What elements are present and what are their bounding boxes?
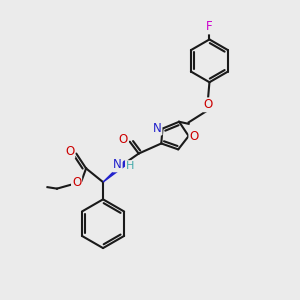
Text: N: N	[153, 122, 161, 134]
Text: N: N	[113, 158, 122, 171]
Text: O: O	[189, 130, 199, 142]
Text: H: H	[126, 161, 134, 171]
Polygon shape	[103, 161, 127, 182]
Text: O: O	[118, 133, 128, 146]
Text: O: O	[203, 98, 213, 111]
Text: F: F	[206, 20, 213, 33]
Text: O: O	[72, 176, 81, 189]
Text: O: O	[65, 145, 74, 158]
